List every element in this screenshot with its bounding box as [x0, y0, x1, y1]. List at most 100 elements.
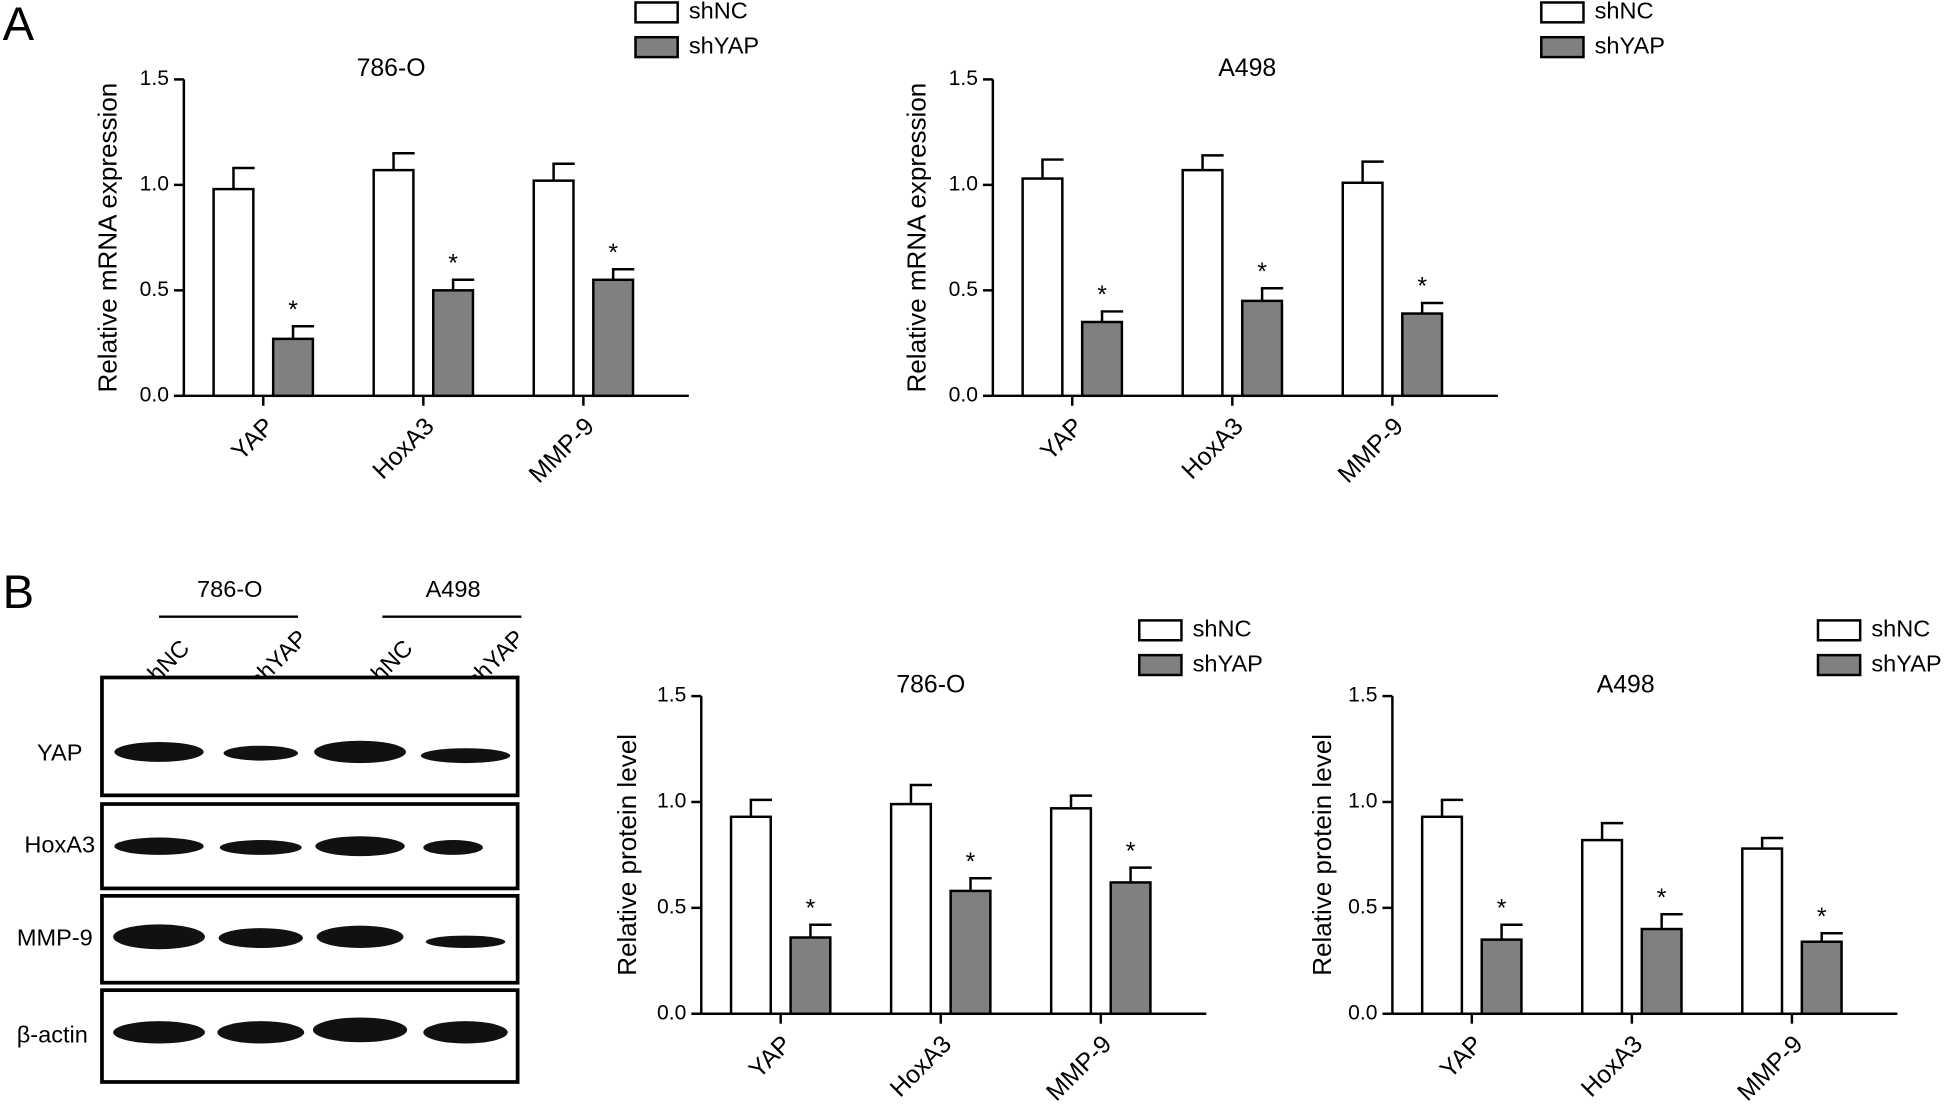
significance: *	[966, 849, 976, 876]
y-tick-label: 0.0	[657, 1001, 686, 1024]
y-axis-label: Relative mRNA expression	[92, 83, 122, 393]
bar	[372, 168, 415, 398]
bar	[949, 889, 992, 1015]
band	[113, 1021, 205, 1044]
x-tick-label: YAP	[1435, 1031, 1488, 1084]
significance: *	[806, 895, 816, 922]
blot-row-label: YAP	[37, 740, 82, 766]
x-tick-label: HoxA3	[1576, 1031, 1648, 1103]
legend-swatch	[1138, 653, 1183, 677]
x-tick-label: HoxA3	[885, 1031, 957, 1103]
significance: *	[288, 297, 298, 324]
bar	[1080, 320, 1124, 398]
bar	[1401, 312, 1444, 398]
significance: *	[608, 240, 618, 267]
x-tick-label: HoxA3	[1177, 413, 1249, 485]
chart-title: A498	[1218, 55, 1276, 82]
y-tick-label: 0.0	[140, 383, 169, 406]
x-tick-label: MMP-9	[1333, 413, 1409, 489]
y-axis-label: Relative protein level	[1307, 734, 1337, 976]
blot-row-label: MMP-9	[17, 925, 93, 951]
band	[113, 924, 205, 950]
legend-swatch	[1540, 35, 1585, 59]
significance: *	[1097, 282, 1107, 309]
x-tick-label: YAP	[1036, 413, 1089, 466]
band	[425, 935, 506, 948]
bar	[1640, 927, 1683, 1015]
y-tick-label: 0.0	[949, 383, 978, 406]
significance: *	[1257, 259, 1267, 286]
y-tick-label: 1.0	[1348, 790, 1377, 813]
band	[423, 1021, 508, 1044]
legend-swatch	[1816, 653, 1862, 677]
bar	[212, 187, 255, 398]
y-tick-label: 0.5	[949, 278, 978, 301]
significance: *	[1126, 838, 1136, 865]
legend-label: shNC	[1193, 616, 1252, 642]
band	[316, 925, 404, 948]
y-tick-label: 1.5	[140, 67, 169, 90]
y-tick-label: 1.5	[1348, 684, 1377, 707]
western-blot: 786-O A498 shNC shYAP shNC shYAP YAP Hox…	[17, 576, 529, 1084]
legend-label: shYAP	[1871, 650, 1941, 676]
significance: *	[1817, 904, 1827, 931]
band	[315, 836, 405, 857]
bar	[432, 289, 475, 398]
y-tick-label: 0.5	[1348, 895, 1377, 918]
x-tick-label: MMP-9	[524, 413, 600, 489]
bar	[1021, 177, 1064, 398]
bar	[1241, 299, 1284, 398]
x-tick-label: YAP	[227, 413, 280, 466]
bar	[592, 278, 635, 398]
x-tick-label: MMP-9	[1042, 1031, 1118, 1107]
band	[223, 745, 299, 761]
y-tick-label: 1.0	[949, 172, 978, 195]
band	[420, 748, 511, 764]
legend-swatch	[1138, 619, 1183, 642]
bar	[1580, 838, 1624, 1015]
y-tick-label: 0.5	[140, 278, 169, 301]
y-tick-label: 1.5	[949, 67, 978, 90]
x-tick-label: MMP-9	[1733, 1031, 1809, 1107]
bar	[1420, 815, 1464, 1015]
legend-swatch	[634, 35, 679, 59]
y-tick-label: 0.0	[1348, 1001, 1377, 1024]
legend-label: shNC	[1595, 0, 1654, 24]
blot-frame	[100, 675, 520, 798]
y-tick-label: 1.0	[140, 172, 169, 195]
significance: *	[1657, 885, 1667, 912]
band	[114, 742, 204, 762]
significance: *	[1497, 895, 1507, 922]
bar	[889, 802, 933, 1015]
significance: *	[1417, 274, 1427, 301]
blot-row-label: HoxA3	[24, 831, 95, 857]
bar	[789, 936, 832, 1015]
y-tick-label: 0.5	[657, 895, 686, 918]
y-axis-label: Relative mRNA expression	[901, 83, 931, 393]
blot-group-label: A498	[426, 576, 481, 602]
bar	[1741, 847, 1784, 1015]
significance: *	[448, 250, 458, 277]
legend-swatch	[1540, 1, 1585, 24]
bar	[729, 815, 772, 1015]
bar	[1800, 940, 1843, 1015]
panel-letter: A	[3, 0, 35, 50]
panel-letter: B	[3, 565, 34, 618]
bar	[1341, 181, 1384, 398]
blot-group-label: 786-O	[197, 576, 263, 602]
legend-swatch	[634, 1, 679, 24]
band	[312, 1017, 408, 1043]
band	[314, 740, 406, 764]
legend-label: shNC	[1871, 616, 1930, 642]
bar	[271, 337, 315, 398]
legend-label: shYAP	[689, 32, 759, 58]
legend-label: shYAP	[1193, 650, 1263, 676]
x-tick-label: HoxA3	[368, 413, 440, 485]
y-axis-label: Relative protein level	[612, 734, 642, 976]
bar	[1480, 938, 1523, 1015]
y-tick-label: 1.5	[657, 684, 686, 707]
band	[218, 928, 303, 948]
chart-title: A498	[1597, 672, 1655, 699]
